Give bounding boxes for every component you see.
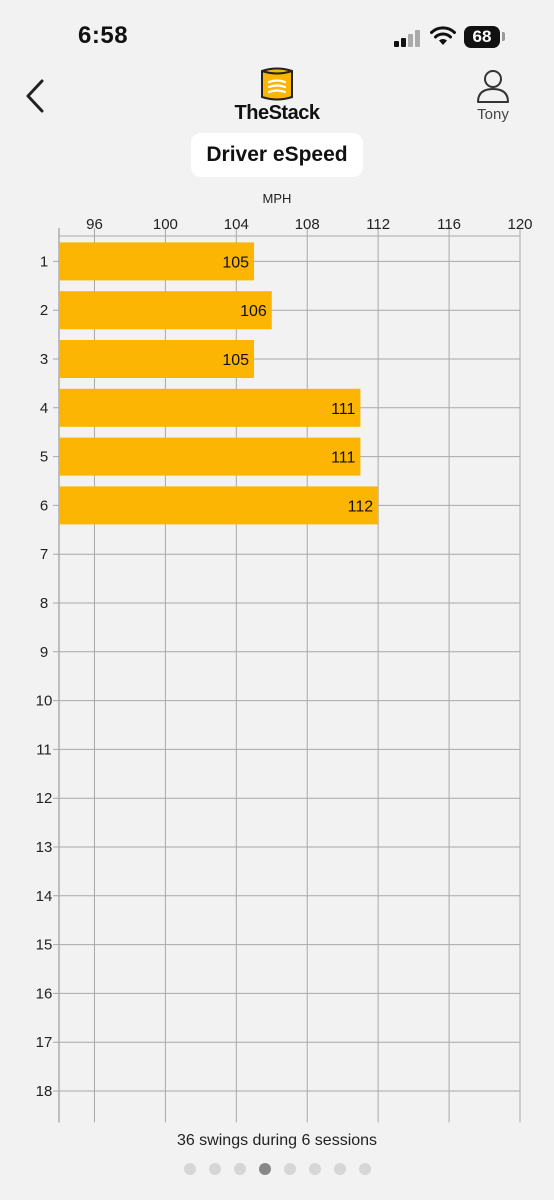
bar-value-label: 105 [222, 352, 249, 369]
x-tick-label: 108 [295, 216, 320, 233]
swing-summary: 36 swings during 6 sessions [176, 1132, 378, 1149]
page-dot[interactable] [333, 1162, 346, 1175]
x-tick-label: 116 [437, 216, 461, 233]
bar-value-label: 111 [331, 450, 355, 467]
user-name: Tony [477, 106, 509, 123]
chart-title: Driver eSpeed [206, 143, 348, 166]
y-tick-label: 10 [36, 693, 53, 710]
battery-icon: 68 [464, 26, 500, 48]
page-dot[interactable] [233, 1162, 246, 1175]
app-logo: TheStack [222, 66, 332, 126]
y-tick-label: 8 [40, 595, 48, 612]
y-tick-label: 16 [36, 985, 53, 1002]
y-tick-label: 9 [40, 644, 48, 661]
bar-value-label: 111 [331, 401, 355, 418]
y-tick-label: 17 [36, 1034, 53, 1051]
y-tick-label: 5 [40, 449, 48, 466]
page-indicator[interactable] [0, 1160, 554, 1175]
page-dot[interactable] [258, 1162, 271, 1175]
y-tick-label: 2 [40, 302, 48, 319]
y-tick-label: 3 [40, 351, 48, 368]
x-tick-label: 100 [153, 216, 178, 233]
status-bar: 6:58 68 [0, 0, 554, 70]
y-tick-label: 11 [36, 741, 52, 758]
x-tick-label: 104 [224, 216, 249, 233]
page-dot[interactable] [283, 1162, 296, 1175]
bar-value-label: 105 [222, 254, 249, 271]
back-button[interactable] [22, 78, 54, 114]
page-dot[interactable] [208, 1162, 221, 1175]
y-tick-label: 12 [36, 790, 53, 807]
y-tick-label: 6 [40, 497, 48, 514]
y-tick-label: 7 [40, 546, 48, 563]
y-tick-label: 1 [40, 253, 48, 270]
profile-button[interactable]: Tony [466, 68, 520, 126]
x-tick-label: 112 [366, 216, 390, 233]
bar [59, 388, 361, 427]
y-tick-label: 13 [36, 839, 53, 856]
chevron-left-icon [26, 79, 44, 113]
cellular-signal-icon [394, 29, 424, 47]
page-dot[interactable] [308, 1162, 321, 1175]
bar-value-label: 106 [240, 303, 267, 320]
x-tick-label: 96 [86, 216, 103, 233]
y-tick-label: 4 [40, 400, 48, 417]
x-tick-label: 120 [507, 216, 532, 233]
wifi-icon [430, 26, 456, 45]
bar [59, 437, 361, 476]
stack-logo-icon [261, 67, 293, 101]
bar [59, 291, 272, 330]
battery-nub [502, 32, 505, 41]
page-dot[interactable] [183, 1162, 196, 1175]
chart-selector-button[interactable]: Driver eSpeed [191, 133, 363, 177]
bar [59, 242, 255, 281]
bar-value-label: 112 [348, 498, 374, 515]
logo-text: TheStack [234, 102, 320, 124]
y-tick-label: 14 [36, 888, 53, 905]
y-tick-label: 15 [36, 937, 53, 954]
page-dot[interactable] [358, 1162, 371, 1175]
bar [59, 340, 255, 378]
y-tick-label: 18 [36, 1083, 53, 1100]
status-time: 6:58 [78, 22, 129, 49]
bar [59, 486, 379, 525]
user-icon [477, 70, 509, 103]
speed-chart: MPH 96 100 104 108 112 116 120 1 105 2 106 3 105 4 111 5… [0, 186, 554, 1126]
x-axis-label: MPH [263, 191, 292, 206]
